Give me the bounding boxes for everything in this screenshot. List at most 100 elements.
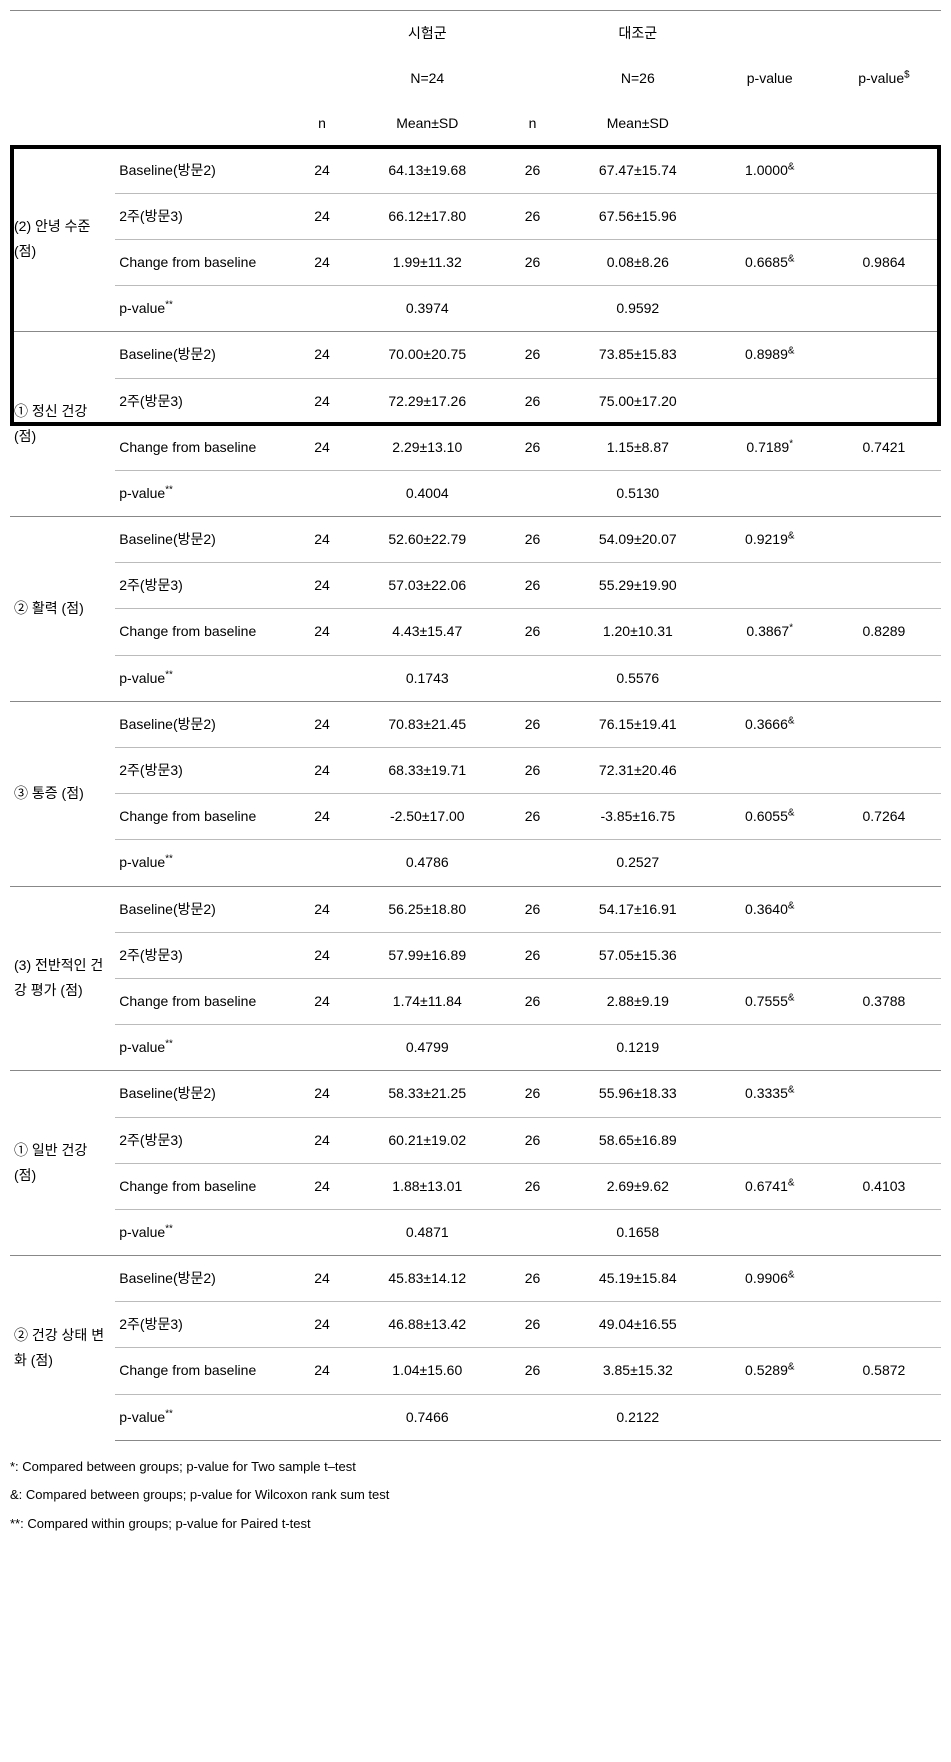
table-row: 2주(방문3) 2468.33±19.71 2672.31±20.46 xyxy=(10,748,941,794)
table-row: Change from baseline 244.43±15.47 261.20… xyxy=(10,609,941,655)
table-row: Change from baseline 242.29±13.10 261.15… xyxy=(10,424,941,470)
table-cell: 26 xyxy=(502,1348,563,1394)
table-cell: Baseline(방문2) xyxy=(115,517,291,563)
table-cell: 0.9864 xyxy=(827,239,941,285)
table-cell: 3.85±15.32 xyxy=(563,1348,713,1394)
table-row: Change from baseline 24-2.50±17.00 26-3.… xyxy=(10,794,941,840)
table-cell: p-value** xyxy=(115,286,291,332)
table-cell xyxy=(713,101,827,147)
table-cell xyxy=(713,1302,827,1348)
table-row: p-value** 0.4799 0.1219 xyxy=(10,1025,941,1071)
table-cell: 26 xyxy=(502,563,563,609)
table-cell: Change from baseline xyxy=(115,239,291,285)
table-cell: Baseline(방문2) xyxy=(115,1071,291,1117)
table-cell: 68.33±19.71 xyxy=(352,748,502,794)
table-cell: 26 xyxy=(502,193,563,239)
table-cell: n xyxy=(502,101,563,147)
footnote-2: &: Compared between groups; p-value for … xyxy=(10,1481,941,1510)
table-cell: p-value** xyxy=(115,840,291,886)
table-cell: 70.83±21.45 xyxy=(352,701,502,747)
table-cell: p-value** xyxy=(115,1025,291,1071)
table-cell: 26 xyxy=(502,1071,563,1117)
category-cell: ② 활력 (점) xyxy=(10,517,115,702)
table-cell: 24 xyxy=(292,1256,353,1302)
table-cell: 1.04±15.60 xyxy=(352,1348,502,1394)
table-cell: 26 xyxy=(502,1163,563,1209)
table-cell: 24 xyxy=(292,886,353,932)
table-row: p-value** 0.4004 0.5130 xyxy=(10,470,941,516)
table-cell: 24 xyxy=(292,1117,353,1163)
table-cell xyxy=(292,11,353,57)
table-cell: 24 xyxy=(292,1348,353,1394)
table-cell: 0.3788 xyxy=(827,978,941,1024)
table-cell: 58.33±21.25 xyxy=(352,1071,502,1117)
table-row: ① 일반 건강 (점) Baseline(방문2) 2458.33±21.25 … xyxy=(10,1071,941,1117)
table-cell xyxy=(502,11,563,57)
table-cell xyxy=(292,840,353,886)
table-cell: 55.96±18.33 xyxy=(563,1071,713,1117)
table-cell: 24 xyxy=(292,794,353,840)
table-cell: 24 xyxy=(292,147,353,193)
table-cell xyxy=(827,517,941,563)
footnotes: *: Compared between groups; p-value for … xyxy=(10,1453,941,1539)
table-cell xyxy=(827,1117,941,1163)
table-cell: 1.15±8.87 xyxy=(563,424,713,470)
table-cell xyxy=(827,101,941,147)
table-cell: 0.6055& xyxy=(713,794,827,840)
table-cell xyxy=(10,56,115,101)
table-row: Change from baseline 241.88±13.01 262.69… xyxy=(10,1163,941,1209)
table-cell: 0.5872 xyxy=(827,1348,941,1394)
table-cell: 54.17±16.91 xyxy=(563,886,713,932)
table-cell xyxy=(713,840,827,886)
category-cell: (3) 전반적인 건강 평가 (점) xyxy=(10,886,115,1071)
table-cell xyxy=(827,563,941,609)
table-cell: 24 xyxy=(292,701,353,747)
table-cell xyxy=(292,286,353,332)
table-cell: 0.5130 xyxy=(563,470,713,516)
table-cell xyxy=(292,56,353,101)
table-row: p-value** 0.7466 0.2122 xyxy=(10,1394,941,1440)
table-row: 2주(방문3) 2466.12±17.80 2667.56±15.96 xyxy=(10,193,941,239)
table-cell: 시험군 xyxy=(352,11,502,57)
table-row: p-value** 0.4871 0.1658 xyxy=(10,1209,941,1255)
table-cell: 24 xyxy=(292,517,353,563)
table-cell: 70.00±20.75 xyxy=(352,332,502,378)
table-row: ① 정신 건강 (점) Baseline(방문2) 2470.00±20.75 … xyxy=(10,332,941,378)
table-cell: 0.6685& xyxy=(713,239,827,285)
table-cell: 0.7421 xyxy=(827,424,941,470)
table-cell xyxy=(10,101,115,147)
table-cell xyxy=(713,193,827,239)
table-cell: 76.15±19.41 xyxy=(563,701,713,747)
table-row: 2주(방문3) 2457.99±16.89 2657.05±15.36 xyxy=(10,932,941,978)
table-cell xyxy=(502,1025,563,1071)
table-row: (2) 안녕 수준 (점) Baseline(방문2) 2464.13±19.6… xyxy=(10,147,941,193)
table-cell: 46.88±13.42 xyxy=(352,1302,502,1348)
table-row: ② 활력 (점) Baseline(방문2) 2452.60±22.79 265… xyxy=(10,517,941,563)
table-cell xyxy=(827,1209,941,1255)
table-cell xyxy=(713,1025,827,1071)
table-cell: Change from baseline xyxy=(115,609,291,655)
table-cell xyxy=(827,332,941,378)
table-cell: 0.3640& xyxy=(713,886,827,932)
table-cell: 0.4799 xyxy=(352,1025,502,1071)
table-cell: 0.8289 xyxy=(827,609,941,655)
table-cell: 26 xyxy=(502,332,563,378)
table-cell xyxy=(713,378,827,424)
table-cell: 57.99±16.89 xyxy=(352,932,502,978)
table-cell: 24 xyxy=(292,424,353,470)
table-cell: 0.3666& xyxy=(713,701,827,747)
table-cell xyxy=(292,1394,353,1440)
table-cell: 0.8989& xyxy=(713,332,827,378)
table-row: Change from baseline 241.99±11.32 260.08… xyxy=(10,239,941,285)
table-cell xyxy=(827,147,941,193)
table-cell: 24 xyxy=(292,193,353,239)
table-cell xyxy=(827,932,941,978)
table-cell: 2주(방문3) xyxy=(115,563,291,609)
table-cell: Baseline(방문2) xyxy=(115,1256,291,1302)
table-cell: p-value** xyxy=(115,1394,291,1440)
table-cell: Change from baseline xyxy=(115,1163,291,1209)
table-cell xyxy=(827,1256,941,1302)
table-cell: 0.3335& xyxy=(713,1071,827,1117)
table-cell: 66.12±17.80 xyxy=(352,193,502,239)
table-cell: 26 xyxy=(502,886,563,932)
